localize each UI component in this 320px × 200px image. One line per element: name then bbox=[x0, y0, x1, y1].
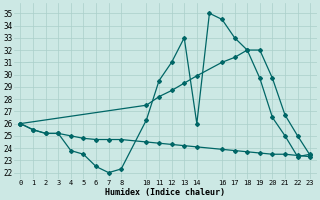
X-axis label: Humidex (Indice chaleur): Humidex (Indice chaleur) bbox=[105, 188, 225, 197]
